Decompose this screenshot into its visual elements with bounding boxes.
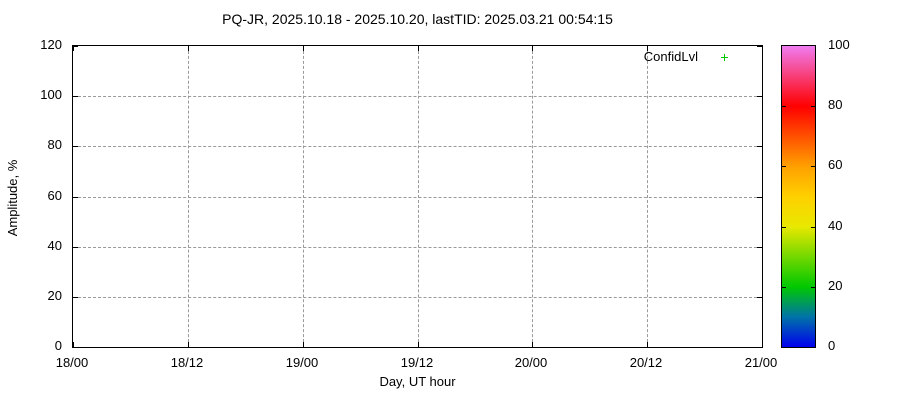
x-tick-mark (303, 46, 304, 51)
colorbar-tick-mark (782, 106, 786, 107)
vertical-gridline (647, 46, 648, 347)
colorbar-tick-mark (811, 287, 815, 288)
x-tick-mark (73, 46, 74, 51)
x-tick-mark (73, 342, 74, 347)
x-tick-mark (418, 46, 419, 51)
horizontal-gridline (73, 247, 762, 248)
legend-plus-marker-icon (717, 50, 732, 65)
horizontal-gridline (73, 146, 762, 147)
colorbar-tick-mark (782, 227, 786, 228)
vertical-gridline (188, 46, 189, 347)
y-tick-mark (757, 297, 762, 298)
colorbar-tick-label: 60 (828, 157, 843, 172)
y-tick-mark (757, 96, 762, 97)
y-tick-label: 60 (47, 188, 62, 203)
colorbar-tick-label: 40 (828, 218, 843, 233)
x-tick-mark (647, 342, 648, 347)
colorbar-tick-label: 80 (828, 97, 843, 112)
y-tick-mark (73, 197, 78, 198)
x-tick-mark (762, 342, 763, 347)
x-tick-label: 19/12 (400, 355, 434, 370)
colorbar-tick-mark (811, 227, 815, 228)
colorbar-tick-label: 0 (828, 338, 836, 353)
legend-label: ConfidLvl (643, 49, 698, 64)
vertical-gridline (532, 46, 533, 347)
colorbar-tick-label: 20 (828, 278, 843, 293)
x-tick-label: 18/12 (170, 355, 204, 370)
x-tick-mark (418, 342, 419, 347)
colorbar-tick-mark (782, 166, 786, 167)
y-tick-mark (73, 247, 78, 248)
x-tick-label: 21/00 (744, 355, 778, 370)
y-tick-mark (73, 347, 78, 348)
y-tick-mark (757, 46, 762, 47)
x-tick-mark (532, 342, 533, 347)
x-tick-label: 18/00 (55, 355, 89, 370)
plot-area: ConfidLvl (72, 45, 763, 348)
y-tick-mark (757, 247, 762, 248)
vertical-gridline (418, 46, 419, 347)
y-tick-label: 20 (47, 288, 62, 303)
legend: ConfidLvl (644, 49, 732, 65)
vertical-gridline (303, 46, 304, 347)
y-tick-label: 120 (40, 37, 62, 52)
x-tick-mark (188, 342, 189, 347)
colorbar-tick-mark (811, 166, 815, 167)
y-tick-mark (73, 297, 78, 298)
y-tick-mark (73, 146, 78, 147)
x-tick-label: 20/00 (514, 355, 548, 370)
x-tick-mark (647, 46, 648, 51)
x-axis-label: Day, UT hour (379, 374, 456, 389)
y-tick-mark (757, 146, 762, 147)
colorbar-tick-mark (811, 106, 815, 107)
colorbar-gradient (781, 45, 816, 348)
x-tick-mark (532, 46, 533, 51)
colorbar-tick-mark (782, 287, 786, 288)
colorbar-tick-label: 100 (828, 37, 850, 52)
y-tick-label: 40 (47, 238, 62, 253)
x-tick-mark (762, 46, 763, 51)
y-tick-mark (757, 347, 762, 348)
horizontal-gridline (73, 96, 762, 97)
y-tick-label: 80 (47, 137, 62, 152)
horizontal-gridline (73, 197, 762, 198)
y-tick-mark (757, 197, 762, 198)
x-tick-mark (303, 342, 304, 347)
x-tick-mark (188, 46, 189, 51)
y-tick-mark (73, 46, 78, 47)
chart-title: PQ-JR, 2025.10.18 - 2025.10.20, lastTID:… (222, 11, 613, 27)
y-tick-label: 100 (40, 87, 62, 102)
y-tick-mark (73, 96, 78, 97)
x-tick-label: 20/12 (629, 355, 663, 370)
x-tick-label: 19/00 (285, 355, 319, 370)
y-tick-label: 0 (54, 338, 62, 353)
horizontal-gridline (73, 297, 762, 298)
